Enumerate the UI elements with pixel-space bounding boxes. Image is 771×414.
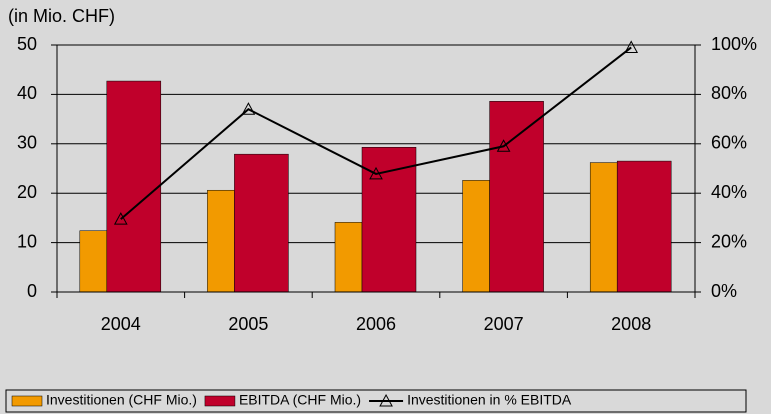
line-marker — [369, 166, 383, 180]
bar — [207, 189, 235, 293]
y2-tick-label: 80% — [711, 83, 747, 103]
y2-tick-label: 0% — [711, 281, 737, 301]
x-tick-label: 2006 — [356, 314, 396, 334]
line-marker — [241, 102, 256, 115]
x-tick-label: 2004 — [101, 314, 141, 334]
bar — [462, 180, 490, 293]
legend-label: Investitionen in % EBITDA — [407, 392, 572, 408]
x-tick-label: 2008 — [611, 314, 651, 334]
bar — [234, 153, 289, 293]
legend-marker — [379, 393, 393, 407]
y2-tick-label: 60% — [711, 133, 747, 153]
line-marker — [496, 139, 511, 152]
bar — [589, 162, 618, 293]
legend-swatch — [11, 395, 43, 407]
y-tick-label: 30 — [17, 133, 37, 153]
y-tick-label: 10 — [17, 231, 37, 251]
line-series — [120, 46, 632, 220]
bar — [361, 147, 417, 293]
line-marker — [624, 40, 639, 53]
bar — [616, 160, 672, 293]
line-marker — [113, 212, 128, 225]
legend-label: Investitionen (CHF Mio.) — [46, 392, 197, 408]
y-tick-label: 0 — [27, 281, 37, 301]
legend-swatch — [204, 395, 236, 407]
x-tick-label: 2007 — [484, 314, 524, 334]
legend-box — [5, 389, 747, 413]
bar — [334, 222, 363, 293]
y-tick-label: 20 — [17, 182, 37, 202]
bar — [106, 80, 162, 293]
x-tick-label: 2005 — [228, 314, 268, 334]
chart-title: (in Mio. CHF) — [8, 6, 115, 26]
y-tick-label: 50 — [17, 34, 37, 54]
y2-tick-label: 40% — [711, 182, 747, 202]
legend-label: EBITDA (CHF Mio.) — [239, 392, 361, 408]
y-tick-label: 40 — [17, 83, 37, 103]
bar — [489, 101, 544, 293]
y2-tick-label: 20% — [711, 231, 747, 251]
bar — [79, 230, 108, 293]
y2-tick-label: 100% — [711, 34, 757, 54]
